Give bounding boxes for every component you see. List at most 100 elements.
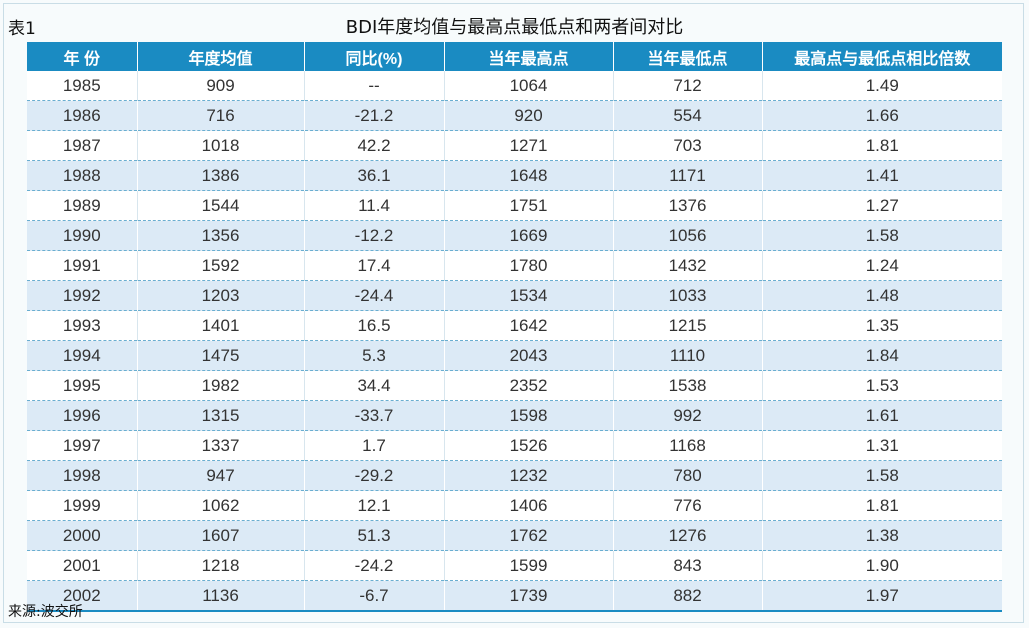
- header-high-low-ratio: 最高点与最低点相比倍数: [761, 42, 1002, 71]
- yoy-change-cell: --: [303, 71, 444, 101]
- table-row: 1997 1337 1.7 1526 1168 1.31: [27, 430, 1002, 461]
- annual-high-cell: 920: [443, 100, 613, 131]
- annual-high-cell: 1780: [443, 250, 613, 281]
- ratio-cell: 1.81: [761, 130, 1002, 161]
- annual-low-cell: 1056: [612, 220, 762, 251]
- annual-low-cell: 554: [612, 100, 762, 131]
- annual-high-cell: 2043: [443, 340, 613, 371]
- annual-low-cell: 882: [612, 580, 762, 612]
- year-cell: 1993: [27, 310, 137, 341]
- year-cell: 1985: [27, 71, 137, 101]
- year-cell: 1999: [27, 490, 137, 521]
- ratio-cell: 1.53: [761, 370, 1002, 401]
- annual-average-cell: 1062: [136, 490, 304, 521]
- ratio-cell: 1.24: [761, 250, 1002, 281]
- table-row: 1995 1982 34.4 2352 1538 1.53: [27, 370, 1002, 401]
- ratio-cell: 1.84: [761, 340, 1002, 371]
- ratio-cell: 1.61: [761, 400, 1002, 431]
- annual-high-cell: 1232: [443, 460, 613, 491]
- year-cell: 2002: [27, 580, 137, 612]
- year-cell: 2000: [27, 520, 137, 551]
- year-cell: 1990: [27, 220, 137, 251]
- annual-high-cell: 1739: [443, 580, 613, 612]
- year-cell: 1986: [27, 100, 137, 131]
- year-cell: 1987: [27, 130, 137, 161]
- annual-average-cell: 1592: [136, 250, 304, 281]
- annual-high-cell: 1762: [443, 520, 613, 551]
- year-cell: 2001: [27, 550, 137, 581]
- yoy-change-cell: -6.7: [303, 580, 444, 612]
- yoy-change-cell: 5.3: [303, 340, 444, 371]
- table-row: 1992 1203 -24.4 1534 1033 1.48: [27, 280, 1002, 311]
- annual-high-cell: 1642: [443, 310, 613, 341]
- table-frame: [3, 3, 1024, 623]
- yoy-change-cell: 12.1: [303, 490, 444, 521]
- annual-average-cell: 716: [136, 100, 304, 131]
- year-cell: 1988: [27, 160, 137, 191]
- yoy-change-cell: 17.4: [303, 250, 444, 281]
- table-row: 1999 1062 12.1 1406 776 1.81: [27, 490, 1002, 521]
- ratio-cell: 1.31: [761, 430, 1002, 461]
- ratio-cell: 1.49: [761, 71, 1002, 101]
- year-cell: 1992: [27, 280, 137, 311]
- annual-high-cell: 1598: [443, 400, 613, 431]
- yoy-change-cell: -24.2: [303, 550, 444, 581]
- header-year: 年 份: [27, 42, 137, 71]
- annual-average-cell: 1018: [136, 130, 304, 161]
- annual-low-cell: 1538: [612, 370, 762, 401]
- table-row: 1994 1475 5.3 2043 1110 1.84: [27, 340, 1002, 371]
- table-row: 2001 1218 -24.2 1599 843 1.90: [27, 550, 1002, 581]
- yoy-change-cell: 34.4: [303, 370, 444, 401]
- yoy-change-cell: -29.2: [303, 460, 444, 491]
- annual-low-cell: 703: [612, 130, 762, 161]
- table-row: 1996 1315 -33.7 1598 992 1.61: [27, 400, 1002, 431]
- ratio-cell: 1.97: [761, 580, 1002, 612]
- year-cell: 1989: [27, 190, 137, 221]
- header-annual-high: 当年最高点: [443, 42, 613, 71]
- annual-average-cell: 1475: [136, 340, 304, 371]
- table-title: BDI年度均值与最高点最低点和两者间对比: [345, 17, 684, 38]
- bdi-table: 年 份 年度均值 同比(%) 当年最高点 当年最低点 最高点与最低点相比倍数 1…: [27, 42, 1002, 612]
- header-row: 年 份 年度均值 同比(%) 当年最高点 当年最低点 最高点与最低点相比倍数: [27, 42, 1002, 71]
- yoy-change-cell: 36.1: [303, 160, 444, 191]
- annual-low-cell: 843: [612, 550, 762, 581]
- annual-low-cell: 1432: [612, 250, 762, 281]
- year-cell: 1998: [27, 460, 137, 491]
- annual-average-cell: 1203: [136, 280, 304, 311]
- annual-high-cell: 1406: [443, 490, 613, 521]
- annual-low-cell: 1376: [612, 190, 762, 221]
- annual-low-cell: 1168: [612, 430, 762, 461]
- table-label: 表1: [8, 19, 36, 39]
- table-row: 1985 909 -- 1064 712 1.49: [27, 71, 1002, 101]
- year-cell: 1994: [27, 340, 137, 371]
- ratio-cell: 1.90: [761, 550, 1002, 581]
- ratio-cell: 1.58: [761, 460, 1002, 491]
- header-annual-average: 年度均值: [136, 42, 304, 71]
- annual-average-cell: 909: [136, 71, 304, 101]
- annual-average-cell: 1607: [136, 520, 304, 551]
- year-cell: 1991: [27, 250, 137, 281]
- annual-average-cell: 1218: [136, 550, 304, 581]
- yoy-change-cell: -24.4: [303, 280, 444, 311]
- annual-low-cell: 1171: [612, 160, 762, 191]
- table-row: 1987 1018 42.2 1271 703 1.81: [27, 130, 1002, 161]
- annual-average-cell: 1136: [136, 580, 304, 612]
- yoy-change-cell: 1.7: [303, 430, 444, 461]
- annual-high-cell: 1064: [443, 71, 613, 101]
- year-cell: 1995: [27, 370, 137, 401]
- annual-low-cell: 992: [612, 400, 762, 431]
- annual-high-cell: 1534: [443, 280, 613, 311]
- annual-high-cell: 1669: [443, 220, 613, 251]
- table-row: 1998 947 -29.2 1232 780 1.58: [27, 460, 1002, 491]
- annual-low-cell: 1110: [612, 340, 762, 371]
- table-row: 2000 1607 51.3 1762 1276 1.38: [27, 520, 1002, 551]
- annual-average-cell: 1386: [136, 160, 304, 191]
- annual-low-cell: 776: [612, 490, 762, 521]
- annual-average-cell: 1544: [136, 190, 304, 221]
- annual-average-cell: 1356: [136, 220, 304, 251]
- ratio-cell: 1.58: [761, 220, 1002, 251]
- yoy-change-cell: 11.4: [303, 190, 444, 221]
- ratio-cell: 1.41: [761, 160, 1002, 191]
- table-row: 2002 1136 -6.7 1739 882 1.97: [27, 580, 1002, 612]
- annual-high-cell: 1599: [443, 550, 613, 581]
